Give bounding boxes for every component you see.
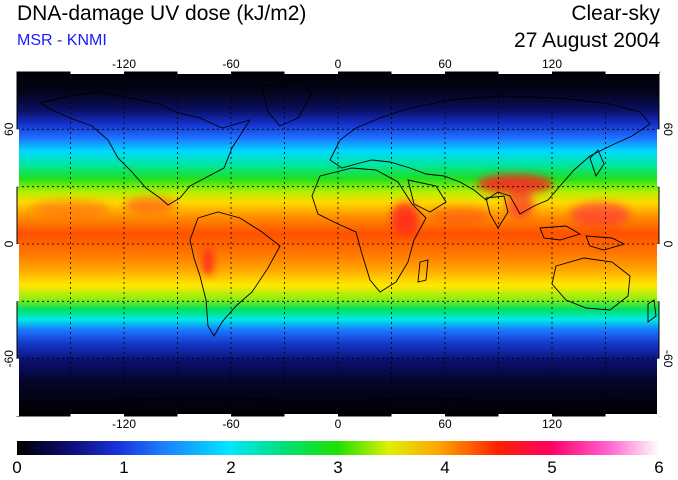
colorbar-tick: 1 (119, 458, 129, 477)
coastlines (17, 81, 659, 405)
lon-labels-top: -120 -60 0 60 120 (112, 57, 562, 71)
date-label: 27 August 2004 (514, 29, 660, 52)
lat-labels-left: 60 0 -60 (2, 122, 16, 367)
lon-label: 60 (438, 57, 452, 71)
colorbar-tick: 2 (226, 458, 236, 477)
colorbar-tick: 3 (333, 458, 343, 477)
lat-labels-right: 60 0 -60 (661, 123, 675, 368)
lon-label: 120 (542, 57, 562, 71)
lon-labels-bottom: -120 -60 0 60 120 (112, 417, 562, 431)
lon-label: 0 (335, 417, 342, 431)
colorbar-tick: 5 (547, 458, 557, 477)
colorbar (17, 441, 659, 455)
colorbar-tick: 6 (654, 458, 664, 477)
lat-label: 0 (661, 241, 675, 248)
lat-label: -60 (661, 350, 675, 368)
lon-label: -60 (222, 57, 240, 71)
colorbar-tick: 4 (440, 458, 450, 477)
lon-label: 120 (542, 417, 562, 431)
subtitle: MSR - KNMI (17, 32, 107, 49)
lat-label: 0 (2, 240, 16, 247)
lon-label: 60 (438, 417, 452, 431)
map-frame (15, 70, 661, 418)
graticule (17, 72, 659, 416)
sky-condition-label: Clear-sky (571, 2, 660, 25)
lon-label: -120 (112, 57, 136, 71)
lat-label: -60 (2, 350, 16, 368)
lat-label: 60 (2, 122, 16, 136)
lat-label: 60 (661, 123, 675, 137)
uv-hotspots (30, 174, 630, 276)
lon-label: -120 (112, 417, 136, 431)
lon-label: 0 (335, 57, 342, 71)
colorbar-tick: 0 (12, 458, 22, 477)
lon-label: -60 (222, 417, 240, 431)
title: DNA-damage UV dose (kJ/m2) (17, 2, 307, 25)
